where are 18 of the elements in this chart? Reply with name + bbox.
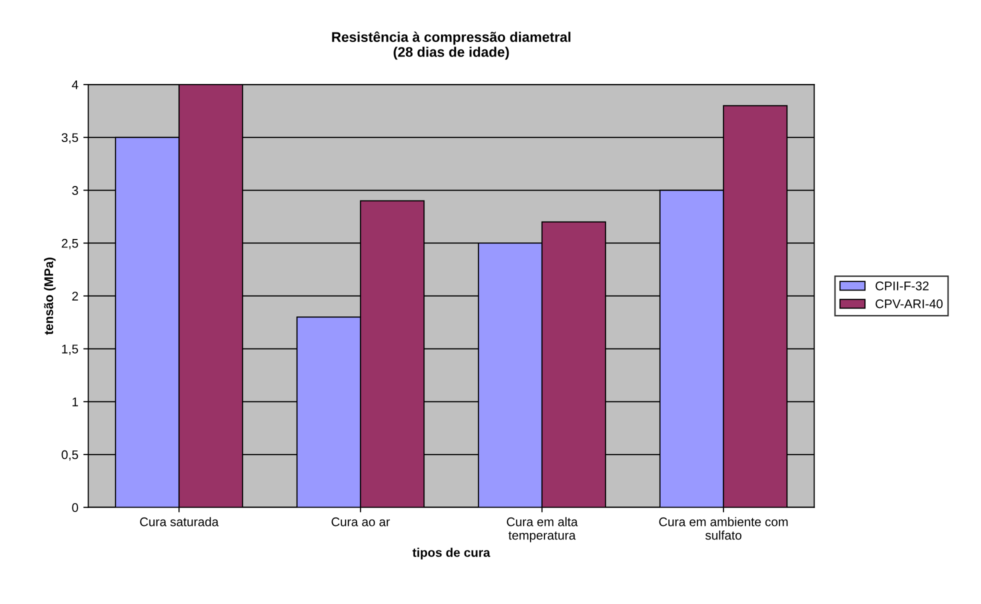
y-tick-label: 3,5 xyxy=(62,133,78,144)
y-tick-label: 0,5 xyxy=(62,450,78,461)
chart-title: Resistência à compressão diametral (28 dias de idade) xyxy=(332,31,570,60)
x-tick-label: Cura saturada xyxy=(140,517,219,526)
y-tick-label: 2 xyxy=(72,292,78,300)
legend-label: CPV-ARI-40 xyxy=(876,299,943,308)
x-axis-title: tipos de cura xyxy=(412,548,490,560)
x-tick-label: Cura em alta temperatura xyxy=(506,517,578,542)
y-tick-label: 4 xyxy=(72,80,78,90)
y-tick-label: 3 xyxy=(72,186,78,195)
y-axis-title: tensão (MPa) xyxy=(44,258,56,335)
y-tick-label: 0 xyxy=(72,503,78,512)
y-tick-label: 1 xyxy=(72,398,78,406)
x-tick-label: Cura em ambiente com sulfato xyxy=(659,517,788,540)
legend-label: CPII-F-32 xyxy=(876,282,929,290)
y-tick-label: 2,5 xyxy=(62,238,78,250)
y-tick-label: 1,5 xyxy=(62,344,78,355)
x-tick-label: Cura ao ar xyxy=(332,517,390,526)
